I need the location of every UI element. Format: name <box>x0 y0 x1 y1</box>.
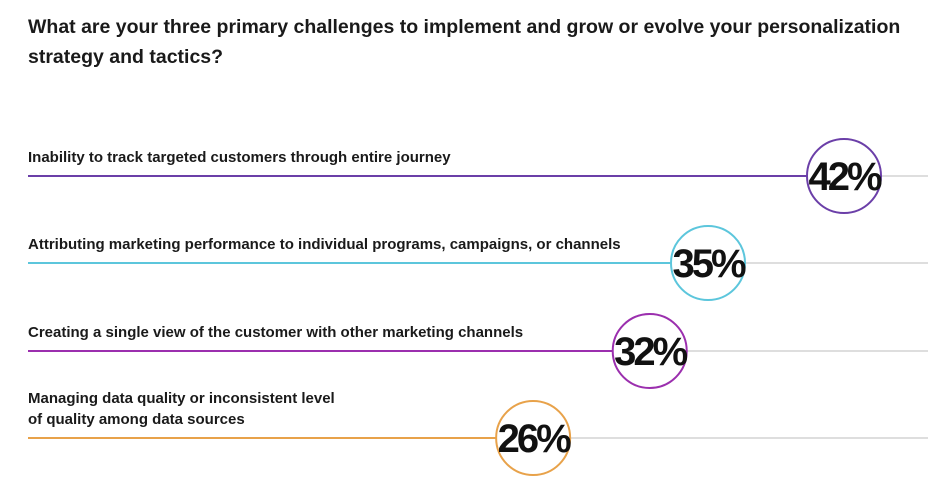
value-circle <box>670 225 746 301</box>
category-label: Creating a single view of the customer w… <box>28 324 523 341</box>
value-circle <box>611 313 688 389</box>
category-label: Inability to track targeted customers th… <box>28 149 451 166</box>
category-label: Managing data quality or inconsistent le… <box>28 390 335 407</box>
value-label: 42% <box>808 155 881 199</box>
category-label: of quality among data sources <box>28 411 245 428</box>
value-label: 26% <box>498 417 571 461</box>
value-circle <box>806 138 882 214</box>
value-circle <box>495 400 572 476</box>
chart-title: What are your three primary challenges t… <box>28 16 901 68</box>
value-label: 35% <box>672 242 745 286</box>
value-label: 32% <box>614 330 687 374</box>
category-label: Attributing marketing performance to ind… <box>28 236 621 253</box>
